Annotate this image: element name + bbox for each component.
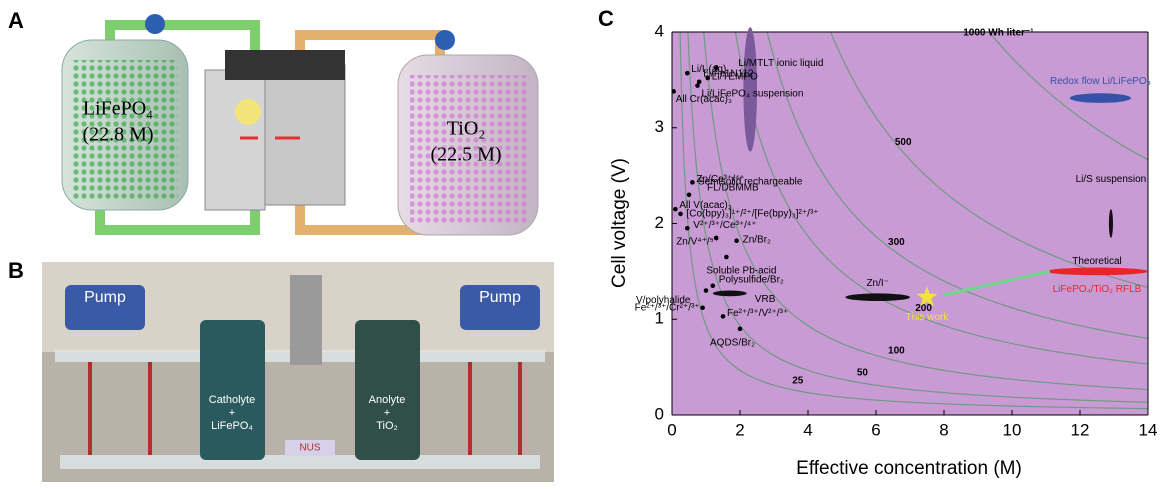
panel-label: C	[598, 6, 614, 31]
x-tick-label: 4	[803, 420, 812, 439]
data-point	[673, 207, 678, 212]
data-point	[711, 283, 716, 288]
x-tick-label: 8	[939, 420, 948, 439]
region	[845, 293, 910, 301]
region	[1109, 209, 1113, 238]
contour-label: 25	[792, 376, 804, 387]
data-point	[738, 327, 743, 332]
pump-label: Pump	[479, 289, 521, 306]
region-label: Theoretical	[1072, 256, 1121, 267]
bottle-label: +	[384, 407, 390, 419]
panel-a: A LiFePO₄ (22.8 M) TiO₂ (22.5 M)	[8, 8, 538, 235]
pump-icon	[435, 30, 455, 50]
point-label: Fe²⁺/³⁺/V²⁺/³⁺	[727, 308, 788, 319]
y-tick-label: 3	[655, 117, 664, 136]
x-tick-label: 10	[1003, 420, 1022, 439]
point-label: All Cr(acac)₃	[676, 94, 732, 105]
data-point	[685, 71, 690, 76]
cell-top	[225, 50, 345, 80]
data-point	[714, 65, 719, 70]
data-point	[705, 76, 710, 81]
pump-icon	[145, 14, 165, 34]
bottle	[200, 320, 265, 460]
y-tick-label: 2	[655, 213, 664, 232]
region-label: Redox flow Li/LiFePO₄	[1050, 76, 1151, 87]
x-tick-label: 0	[667, 420, 676, 439]
data-point	[690, 180, 695, 185]
contour-label: 1000 Wh liter⁻¹	[963, 27, 1034, 38]
tank-label: (22.5 M)	[430, 144, 501, 166]
region-label: Li/S suspension	[1076, 174, 1147, 185]
region-sublabel: LiFePO₄/TiO₂ RFLB	[1053, 284, 1142, 295]
bottle-label: TiO₂	[376, 420, 398, 432]
region-label: Zn/I⁻	[866, 278, 889, 289]
point-label: AQDS/Br₂	[710, 337, 755, 348]
x-tick-label: 2	[735, 420, 744, 439]
tank-label: LiFePO₄	[83, 98, 153, 120]
region	[1046, 268, 1148, 276]
panel-b: B Pump Pump Catholyte + LiFePO₄ Anolyte …	[8, 258, 554, 482]
data-point	[721, 314, 726, 319]
data-point	[734, 238, 739, 243]
pump-label: Pump	[84, 289, 126, 306]
region	[713, 291, 747, 297]
figure: A LiFePO₄ (22.8 M) TiO₂ (22.5 M) B Pump …	[0, 0, 1165, 484]
bottle-label: LiFePO₄	[211, 420, 253, 432]
contour-label: 50	[857, 368, 869, 379]
data-point	[700, 305, 705, 310]
point-label: Fe²⁺/³⁺/Cr²⁺/³⁺	[635, 302, 700, 313]
data-point	[671, 89, 676, 94]
contour-label: 100	[888, 346, 905, 357]
data-point	[724, 255, 729, 260]
cell	[205, 70, 265, 210]
data-point	[685, 226, 690, 231]
point-label: [Co(bpy)₃]¹⁺/²⁺/[Fe(bpy)₃]²⁺/³⁺	[687, 209, 819, 220]
cell	[290, 275, 322, 365]
panel-label: A	[8, 8, 24, 33]
this-work-label: This work	[906, 312, 950, 323]
region-label: VRB	[755, 294, 776, 305]
cell	[265, 65, 345, 205]
bottle	[355, 320, 420, 460]
y-axis-label: Cell voltage (V)	[609, 158, 630, 288]
contour-label: 300	[888, 237, 905, 248]
shelf	[60, 455, 540, 469]
point-label: Polysulfide/Br₂	[719, 274, 784, 285]
x-tick-label: 12	[1071, 420, 1090, 439]
bottle-label: Catholyte	[209, 394, 255, 406]
data-point	[695, 83, 700, 88]
bottle-label: Anolyte	[369, 394, 406, 406]
x-tick-label: 14	[1139, 420, 1158, 439]
y-tick-label: 0	[655, 404, 664, 423]
tank-label: TiO₂	[447, 118, 486, 140]
y-tick-label: 4	[655, 21, 664, 40]
data-point	[704, 288, 709, 293]
x-axis-label: Effective concentration (M)	[796, 458, 1022, 479]
x-tick-label: 6	[871, 420, 880, 439]
point-label: FL/DBMMB	[707, 182, 759, 193]
panel-label: B	[8, 258, 24, 283]
point-label: Li/MTLT ionic liquid	[738, 58, 823, 69]
data-point	[687, 192, 692, 197]
bottle-label: +	[229, 407, 235, 419]
point-label: Li/TEMPO	[712, 72, 758, 83]
bulb	[235, 99, 261, 125]
point-label: V²⁺/³⁺/Ce³⁺/⁴⁺	[693, 220, 756, 231]
badge-text: NUS	[299, 443, 320, 454]
region	[1070, 93, 1131, 103]
tank-label: (22.8 M)	[82, 124, 153, 146]
data-point	[678, 212, 683, 217]
point-label: Zn/Br₂	[743, 234, 771, 245]
contour-label: 500	[895, 137, 912, 148]
point-label: Zn/V⁴⁺/⁵⁺	[676, 237, 719, 248]
